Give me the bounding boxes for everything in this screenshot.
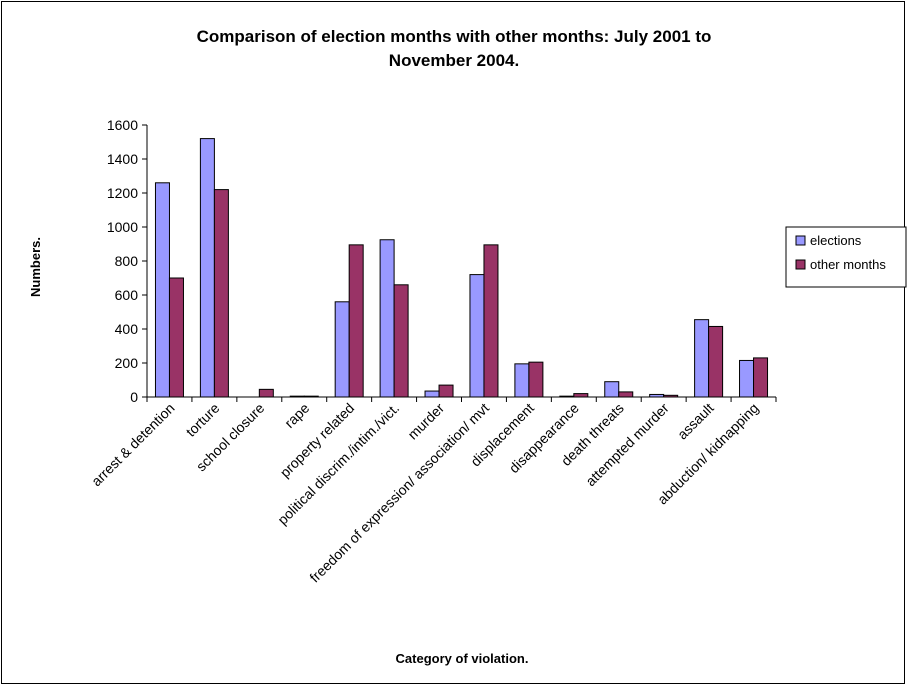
bar-other-months (708, 325, 724, 398)
y-tick-label: 1000 (107, 219, 138, 235)
legend-label: other months (810, 257, 886, 272)
chart-title-line-2: November 2004. (388, 51, 520, 70)
y-tick-label: 1400 (107, 151, 138, 167)
y-tick-label: 400 (115, 321, 139, 337)
bar-elections (559, 395, 575, 398)
legend-swatch (795, 259, 806, 270)
bar-other-months (663, 394, 679, 398)
bar-other-months (753, 357, 769, 398)
bar-elections (379, 239, 395, 398)
y-tick-label: 1200 (107, 185, 138, 201)
y-tick-label: 600 (115, 287, 139, 303)
bar-elections (154, 182, 170, 398)
bar-other-months (258, 388, 274, 398)
bar-other-months (303, 395, 319, 398)
legend: elections other months (785, 226, 907, 288)
bar-elections (289, 395, 305, 398)
bar-elections (424, 390, 440, 398)
bar-other-months (528, 361, 544, 398)
x-tick-label: arrest & detention (88, 400, 177, 489)
y-tick-label: 1600 (107, 117, 138, 133)
x-tick-label: assault (674, 400, 717, 443)
bar-elections (514, 363, 530, 398)
y-axis-title: Numbers. (28, 237, 43, 297)
bar-other-months (348, 244, 364, 398)
bar-other-months (213, 189, 229, 398)
x-tick-label: murder (404, 400, 447, 443)
bar-other-months (573, 393, 589, 398)
bar-elections (469, 274, 485, 398)
x-tick-label: attempted murder (582, 400, 672, 490)
legend-swatch (795, 235, 806, 246)
axes: 0 200 400 600 800 1000 1200 1400 1600 (107, 117, 777, 405)
x-tick-label: torture (183, 400, 223, 440)
bar-other-months (393, 284, 409, 398)
y-tick-label: 200 (115, 355, 139, 371)
x-tick-label: rape (281, 400, 312, 431)
x-axis-title: Category of violation. (396, 651, 529, 666)
bar-elections (199, 138, 215, 398)
y-tick-label: 0 (130, 389, 138, 405)
legend-box (785, 226, 907, 288)
bar-elections (649, 393, 665, 398)
bar-other-months (483, 244, 499, 398)
bar-elections (694, 319, 710, 398)
chart-title: Comparison of election months with other… (0, 25, 908, 73)
legend-label: elections (810, 233, 862, 248)
bar-elections (334, 301, 350, 398)
bar-other-months (618, 391, 634, 398)
chart-title-line-1: Comparison of election months with other… (196, 27, 712, 46)
bar-elections (739, 359, 755, 398)
bar-other-months (438, 384, 454, 398)
y-tick-label: 800 (115, 253, 139, 269)
bar-elections (604, 381, 620, 398)
bars (154, 138, 769, 398)
bar-other-months (168, 277, 184, 398)
